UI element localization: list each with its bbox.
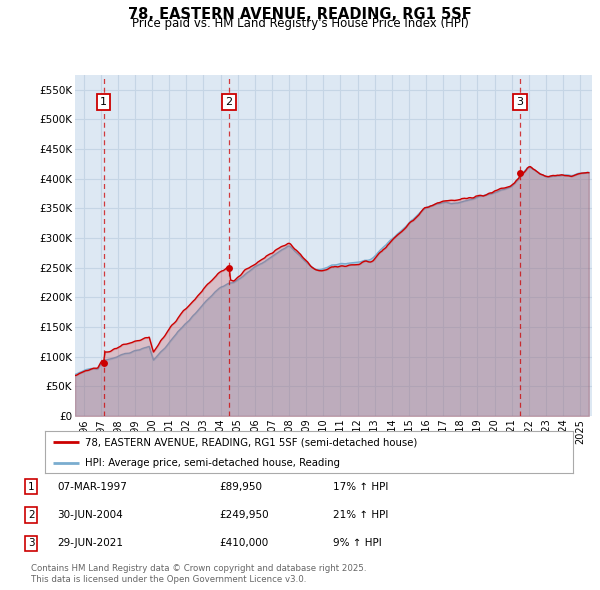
Text: 07-MAR-1997: 07-MAR-1997 [57,482,127,491]
Text: 3: 3 [28,539,35,548]
Text: 2: 2 [28,510,35,520]
Text: This data is licensed under the Open Government Licence v3.0.: This data is licensed under the Open Gov… [31,575,307,584]
Text: 78, EASTERN AVENUE, READING, RG1 5SF: 78, EASTERN AVENUE, READING, RG1 5SF [128,7,472,22]
Text: 21% ↑ HPI: 21% ↑ HPI [333,510,388,520]
Text: 30-JUN-2004: 30-JUN-2004 [57,510,123,520]
Text: £249,950: £249,950 [219,510,269,520]
Text: 3: 3 [517,97,524,107]
Text: 9% ↑ HPI: 9% ↑ HPI [333,539,382,548]
Text: 1: 1 [100,97,107,107]
Text: 1: 1 [28,482,35,491]
Text: 78, EASTERN AVENUE, READING, RG1 5SF (semi-detached house): 78, EASTERN AVENUE, READING, RG1 5SF (se… [85,437,417,447]
Text: £410,000: £410,000 [219,539,268,548]
Text: HPI: Average price, semi-detached house, Reading: HPI: Average price, semi-detached house,… [85,458,340,467]
Text: Price paid vs. HM Land Registry's House Price Index (HPI): Price paid vs. HM Land Registry's House … [131,17,469,30]
Text: Contains HM Land Registry data © Crown copyright and database right 2025.: Contains HM Land Registry data © Crown c… [31,565,367,573]
Text: 17% ↑ HPI: 17% ↑ HPI [333,482,388,491]
Text: £89,950: £89,950 [219,482,262,491]
Text: 29-JUN-2021: 29-JUN-2021 [57,539,123,548]
Text: 2: 2 [226,97,233,107]
